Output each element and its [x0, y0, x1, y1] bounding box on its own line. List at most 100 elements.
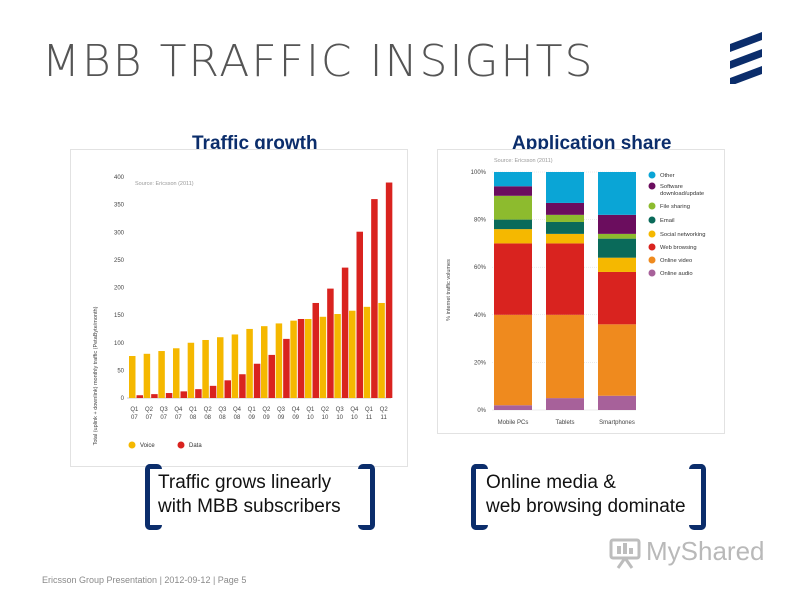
y-tick-label: 350	[114, 203, 125, 209]
legend-swatch	[648, 269, 656, 277]
ericsson-logo	[730, 32, 762, 84]
x-tick-label-quarter: Q2	[204, 407, 213, 413]
presentation-board-icon	[609, 538, 641, 569]
y-tick-label: 40%	[474, 313, 487, 319]
x-tick-label-year: 08	[204, 415, 211, 421]
x-tick-label-quarter: Q3	[160, 407, 169, 413]
x-tick-label-year: 10	[336, 415, 343, 421]
y-axis-label: % internet traffic volumes	[446, 259, 452, 321]
x-tick-label-quarter: Q2	[145, 407, 154, 413]
legend-label: download/update	[660, 191, 704, 197]
stack-segment	[494, 186, 532, 196]
bar-data	[195, 389, 202, 398]
bar-data	[239, 374, 246, 398]
caption-line: Traffic grows linearly	[158, 472, 332, 493]
y-tick-label: 50	[117, 368, 124, 374]
caption-bracket-left	[145, 464, 162, 530]
x-tick-label-year: 11	[366, 415, 373, 421]
caption-line: with MBB subscribers	[158, 496, 341, 517]
x-tick-label-quarter: Q3	[336, 407, 345, 413]
y-tick-label: 100%	[471, 170, 487, 176]
stack-segment	[494, 172, 532, 187]
x-tick-label-quarter: Q2	[380, 407, 389, 413]
application-share-caption: Online media & web browsing dominate	[486, 471, 686, 519]
x-tick-label: Smartphones	[599, 420, 635, 426]
y-axis-label: Total (uplink + downlink) monthly traffi…	[93, 306, 99, 445]
legend-swatch-data	[177, 441, 185, 449]
application-share-plot: Source: Ericsson (2011) % internet traff…	[446, 158, 705, 426]
bar-voice	[378, 302, 385, 398]
bar-data	[151, 394, 158, 398]
legend-swatch	[648, 202, 656, 210]
chart-source-note: Source: Ericsson (2011)	[135, 181, 194, 187]
legend-swatch-voice	[128, 441, 136, 449]
slide-title: MBB TRAFFIC INSIGHTS	[42, 36, 595, 87]
x-tick-label-quarter: Q4	[292, 407, 301, 413]
bar-voice	[319, 316, 327, 398]
stack-segment	[546, 172, 584, 203]
x-tick-label: Tablets	[555, 420, 574, 426]
stack-segment	[598, 257, 636, 272]
legend-swatch	[648, 216, 656, 224]
footer-separator: |	[157, 575, 165, 585]
bar-data	[385, 182, 393, 398]
bar-data	[283, 338, 290, 398]
stack-segment	[598, 271, 636, 325]
x-tick-label-quarter: Q1	[130, 407, 139, 413]
x-tick-label-year: 10	[351, 415, 358, 421]
x-tick-label-quarter: Q3	[218, 407, 227, 413]
bar-voice	[173, 348, 180, 398]
stack-segment	[546, 214, 584, 222]
bar-data	[253, 363, 261, 398]
stack-segment	[494, 243, 532, 315]
stack-segment	[546, 233, 584, 244]
bar-data	[224, 380, 231, 398]
x-tick-label-quarter: Q2	[321, 407, 330, 413]
x-tick-label-quarter: Q1	[306, 407, 315, 413]
bar-voice	[363, 306, 371, 398]
footer-separator: |	[210, 575, 218, 585]
stack-segment	[494, 219, 532, 230]
slide-footer: Ericsson Group Presentation | 2012-09-12…	[42, 575, 246, 585]
bar-data	[371, 199, 378, 398]
bar-voice	[187, 342, 195, 398]
footer-page: Page 5	[217, 575, 247, 585]
bar-data	[356, 231, 363, 398]
x-tick-label-quarter: Q4	[350, 407, 359, 413]
x-tick-label-year: 07	[131, 415, 138, 421]
x-tick-label: Mobile PCs	[498, 420, 529, 426]
caption-line: Online media &	[486, 472, 616, 493]
y-tick-label: 200	[114, 286, 125, 292]
traffic-growth-title: Traffic growth	[192, 133, 318, 154]
watermark-text: MyShared	[646, 536, 765, 566]
stack-segment	[546, 243, 584, 315]
x-tick-label-year: 09	[248, 415, 255, 421]
bar-voice	[158, 351, 165, 398]
legend-label-data: Data	[189, 443, 202, 449]
x-tick-label-year: 10	[322, 415, 329, 421]
bar-voice	[349, 310, 356, 398]
bar-data	[209, 385, 217, 398]
legend-swatch	[648, 243, 656, 251]
bar-voice	[143, 353, 151, 398]
x-tick-label-quarter: Q4	[233, 407, 242, 413]
legend-label: Online video	[660, 258, 692, 264]
x-tick-label-quarter: Q1	[189, 407, 198, 413]
stack-segment	[598, 395, 636, 410]
caption-bracket-right	[689, 464, 706, 530]
bar-voice	[231, 334, 239, 398]
bar-data	[165, 393, 173, 398]
stack-segment	[546, 314, 584, 399]
legend-label: Email	[660, 218, 675, 224]
bar-data	[297, 318, 305, 398]
bar-data	[341, 267, 349, 398]
legend-label: Online audio	[660, 271, 693, 277]
bar-voice	[217, 337, 224, 398]
legend-label: Other	[660, 173, 675, 179]
chart-legend: Voice Data	[128, 441, 202, 449]
bar-voice	[246, 328, 253, 398]
bar-voice	[290, 320, 297, 398]
y-tick-label: 250	[114, 258, 125, 264]
traffic-growth-caption: Traffic grows linearly with MBB subscrib…	[158, 471, 341, 519]
stack-segment	[598, 324, 636, 396]
